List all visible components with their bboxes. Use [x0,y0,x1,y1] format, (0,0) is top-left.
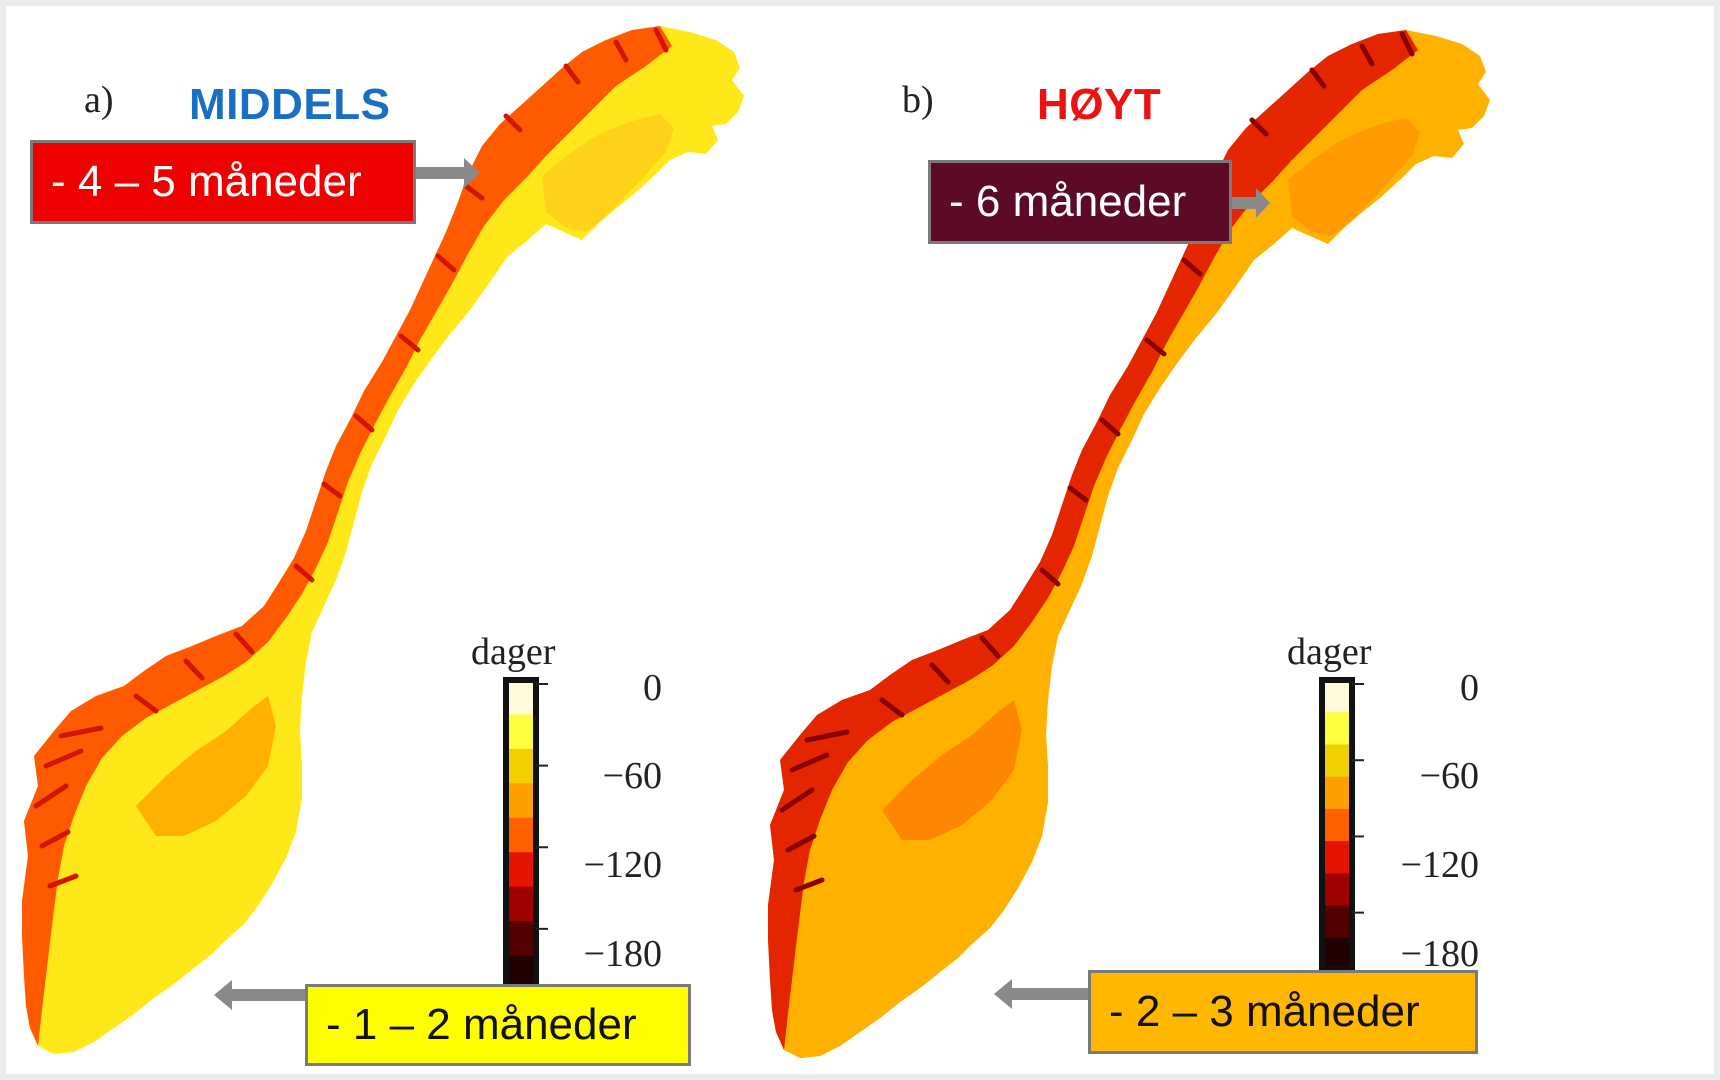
colorbar-segment [1322,712,1352,745]
colorbar-segment [1322,680,1352,713]
colorbar-hoyt [1319,677,1364,973]
legend-a-tick: 0 [643,667,662,709]
arrow-right-icon [394,158,480,188]
scenario-title-hoyt: HØYT [1037,80,1162,129]
legend-b-tick: −120 [1400,844,1479,886]
colorbar-segment [1322,841,1352,874]
legend-b-tick: −60 [1419,755,1479,797]
legend-a-tick: −60 [602,755,662,797]
legend-b-tick: −180 [1400,933,1479,975]
figure: a) MIDDELS - 4 – 5 måneder - 1 – 2 måned… [6,6,1714,1074]
colorbar-segment [1322,744,1352,778]
colorbar-segment [506,886,536,922]
arrow-left-icon [994,979,1088,1009]
arrow-right-icon [1204,188,1270,218]
callout-middels-north: - 4 – 5 måneder [30,140,416,224]
arrow-left-icon [214,980,306,1010]
callout-middels-south: - 1 – 2 måneder [305,984,691,1066]
legend-b-tick: 0 [1460,667,1479,709]
panel-b-letter: b) [902,79,934,121]
colorbar-segment [506,783,536,819]
callout-hoyt-north: - 6 måneder [928,160,1232,244]
legend-a-title: dager [471,631,556,673]
colorbar-segment [1322,808,1352,842]
colorbar-segment [506,680,536,715]
colorbar-segment [1322,873,1352,907]
colorbar-segment [506,817,536,853]
legend-b-title: dager [1287,631,1372,673]
legend-a-tick: −180 [583,933,662,975]
legend-a-tick: −120 [583,844,662,886]
colorbar-segment [1322,905,1352,939]
colorbar-segment [1322,937,1352,971]
colorbar-segment [506,714,536,750]
callout-hoyt-south: - 2 – 3 måneder [1088,970,1478,1054]
colorbar-segment [506,921,536,957]
colorbar-segment [1322,776,1352,810]
panel-a-letter: a) [84,79,114,121]
callout-arrows [214,158,1270,1010]
scenario-title-middels: MIDDELS [189,80,391,129]
colorbar-segment [506,852,536,888]
colorbar-middels [503,677,548,993]
colorbar-segment [506,748,536,784]
map-layer [22,26,1490,1058]
